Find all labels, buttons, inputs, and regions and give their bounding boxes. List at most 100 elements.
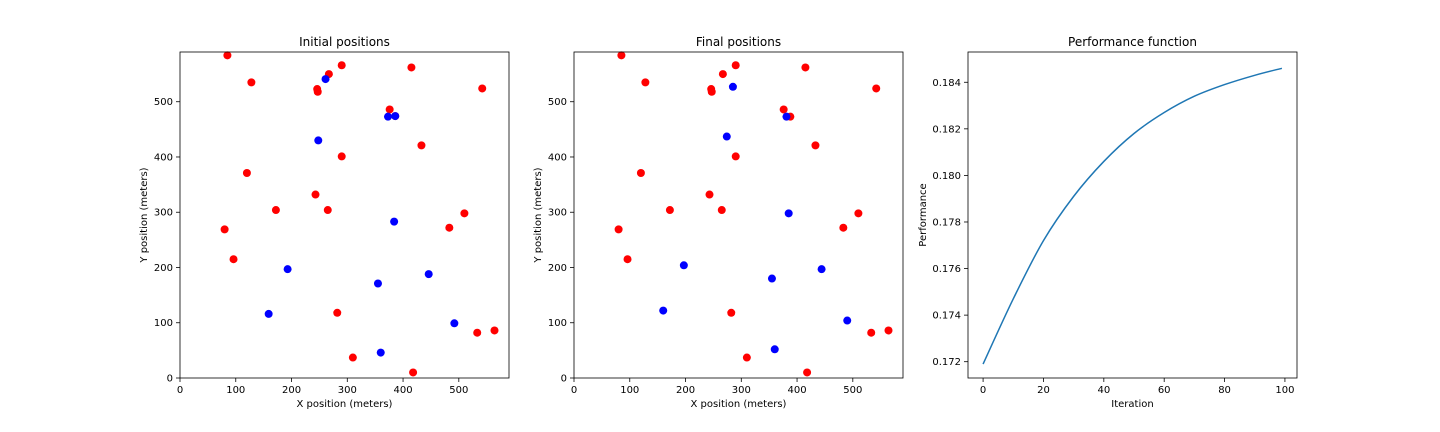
scatter-point: [717, 206, 726, 215]
scatter-point: [623, 255, 632, 264]
scatter-point: [348, 353, 357, 362]
scatter-point: [223, 51, 232, 60]
chart-title: Initial positions: [299, 35, 390, 49]
scatter-point: [271, 206, 280, 215]
chart-2: Final positions 0 100 200 300 400 500 0 100 200 30…: [533, 35, 904, 410]
scatter-point: [407, 63, 416, 72]
x-axis-label: Iteration: [1111, 399, 1153, 410]
y-tick-label: 0: [561, 374, 567, 385]
scatter-point: [311, 190, 320, 199]
x-tick-label: 0: [980, 385, 986, 396]
x-tick-label: 300: [732, 385, 751, 396]
scatter-point: [839, 223, 848, 232]
y-axis-label: Performance: [918, 183, 929, 246]
scatter-point: [731, 152, 740, 161]
scatter-point: [229, 255, 238, 264]
y-tick-label: 400: [154, 152, 173, 163]
scatter-point: [337, 152, 346, 161]
y-tick-label: 0.174: [932, 311, 961, 322]
scatter-point: [337, 61, 346, 70]
x-tick-label: 500: [843, 385, 862, 396]
chart-title: Final positions: [696, 35, 781, 49]
scatter-point: [409, 368, 418, 377]
scatter-point: [313, 87, 322, 96]
scatter-point: [722, 132, 731, 141]
scatter-point: [373, 279, 382, 288]
y-tick-label: 0.184: [932, 78, 961, 89]
x-tick-label: 300: [338, 385, 357, 396]
x-tick-label: 400: [394, 385, 413, 396]
plot-area: [220, 51, 499, 377]
y-tick-label: 100: [154, 318, 173, 329]
scatter-point: [333, 308, 342, 317]
scatter-point: [242, 169, 251, 178]
scatter-point: [854, 209, 863, 218]
chart-title: Performance function: [1068, 35, 1197, 49]
scatter-point: [728, 82, 737, 91]
scatter-point: [617, 51, 626, 60]
scatter-point: [727, 308, 736, 317]
scatter-point: [718, 70, 727, 79]
y-tick-label: 500: [154, 97, 173, 108]
scatter-point: [767, 274, 776, 283]
scatter-point: [376, 348, 385, 357]
y-tick-label: 0.176: [932, 264, 961, 275]
scatter-point: [220, 225, 229, 234]
y-tick-label: 0.180: [932, 171, 961, 182]
y-tick-label: 200: [154, 263, 173, 274]
scatter-point: [659, 306, 668, 315]
scatter-point: [323, 206, 332, 215]
y-tick-label: 300: [548, 208, 567, 219]
scatter-point: [801, 63, 810, 72]
scatter-point: [445, 223, 454, 232]
y-tick-label: 100: [548, 318, 567, 329]
x-axis-label: X position (meters): [297, 399, 393, 410]
scatter-point: [264, 309, 273, 318]
scatter-point: [490, 326, 499, 335]
scatter-point: [247, 78, 256, 87]
scatter-point: [636, 169, 645, 178]
scatter-point: [385, 105, 394, 114]
x-tick-label: 400: [788, 385, 807, 396]
scatter-point: [321, 75, 330, 84]
scatter-point: [705, 190, 714, 199]
y-axis-label: Y position (meters): [533, 167, 544, 263]
x-tick-label: 80: [1218, 385, 1231, 396]
scatter-point: [803, 368, 812, 377]
x-tick-label: 100: [226, 385, 245, 396]
scatter-point: [679, 261, 688, 270]
chart-1: Initial positions 0 100 200 300 400 500 0 100 200…: [139, 35, 510, 410]
x-tick-label: 200: [282, 385, 301, 396]
scatter-point: [742, 353, 751, 362]
y-tick-label: 0.178: [932, 217, 961, 228]
scatter-point: [784, 209, 793, 218]
y-tick-label: 0.172: [932, 357, 961, 368]
x-tick-label: 20: [1037, 385, 1050, 396]
scatter-point: [665, 206, 674, 215]
y-tick-label: 400: [548, 152, 567, 163]
axes-frame: [179, 51, 510, 379]
axes-frame: [967, 51, 1298, 379]
scatter-point: [843, 316, 852, 325]
x-tick-label: 0: [571, 385, 577, 396]
scatter-point: [390, 217, 399, 226]
scatter-point: [478, 84, 487, 93]
scatter-point: [779, 105, 788, 114]
y-axis-label: Y position (meters): [139, 167, 150, 263]
x-tick-label: 100: [620, 385, 639, 396]
axes-frame: [573, 51, 904, 379]
y-tick-label: 300: [154, 208, 173, 219]
scatter-point: [872, 84, 881, 93]
scatter-point: [391, 112, 400, 121]
scatter-point: [817, 265, 826, 274]
y-tick-label: 200: [548, 263, 567, 274]
scatter-point: [424, 270, 433, 279]
series-line: [982, 67, 1283, 365]
scatter-point: [314, 136, 323, 145]
scatter-point: [450, 319, 459, 328]
scatter-point: [811, 141, 820, 150]
plot-area: [982, 67, 1283, 365]
x-tick-label: 200: [676, 385, 695, 396]
scatter-point: [641, 78, 650, 87]
